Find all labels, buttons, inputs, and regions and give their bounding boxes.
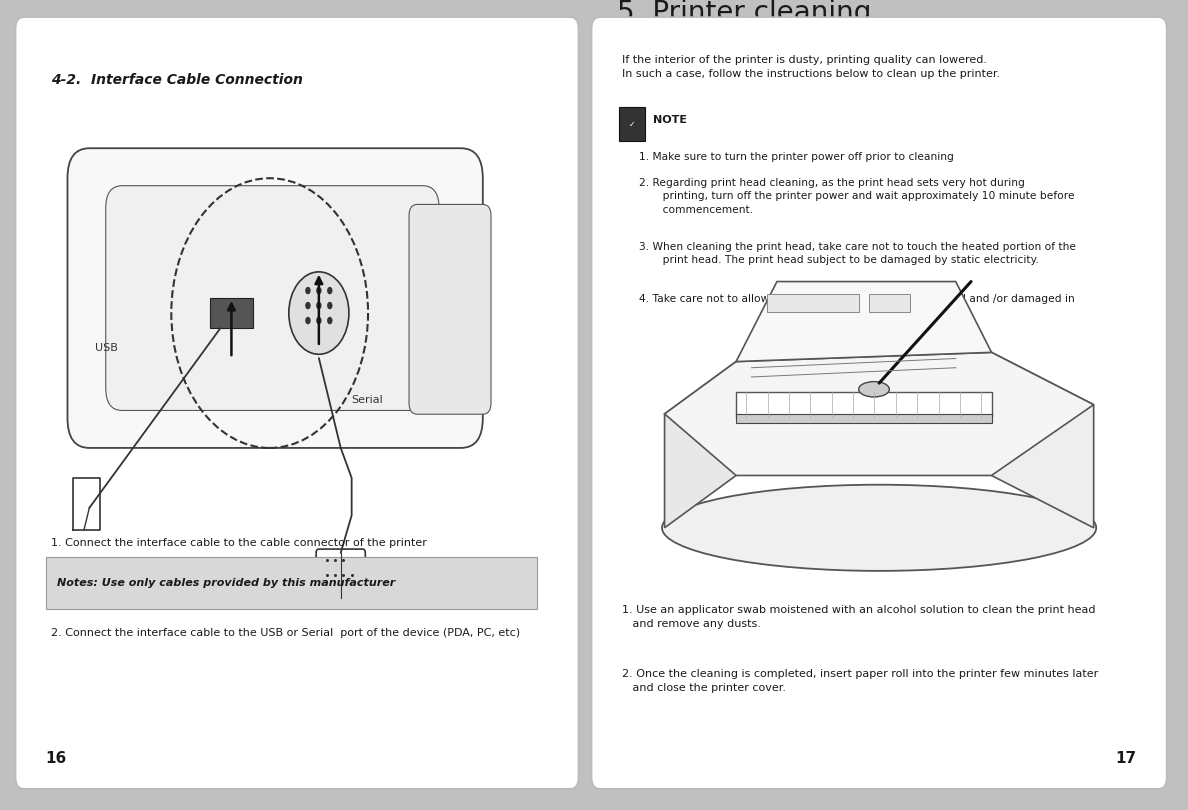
- Circle shape: [327, 317, 333, 324]
- FancyBboxPatch shape: [409, 204, 491, 414]
- Circle shape: [305, 317, 311, 324]
- Text: 2. Once the cleaning is completed, insert paper roll into the printer few minute: 2. Once the cleaning is completed, inser…: [623, 669, 1099, 693]
- Bar: [45, 556, 537, 609]
- Text: NOTE: NOTE: [653, 115, 687, 125]
- FancyBboxPatch shape: [68, 148, 482, 448]
- Circle shape: [316, 302, 322, 309]
- Text: 1. Use an applicator swab moistened with an alcohol solution to clean the print : 1. Use an applicator swab moistened with…: [623, 605, 1095, 629]
- Ellipse shape: [859, 382, 890, 397]
- Bar: [737, 392, 992, 417]
- Circle shape: [316, 317, 322, 324]
- Text: 1. Connect the interface cable to the cable connector of the printer: 1. Connect the interface cable to the ca…: [51, 538, 426, 548]
- Text: 4-2.  Interface Cable Connection: 4-2. Interface Cable Connection: [51, 73, 303, 87]
- Text: 1. Make sure to turn the printer power off prior to cleaning: 1. Make sure to turn the printer power o…: [639, 152, 954, 162]
- Text: 3. When cleaning the print head, take care not to touch the heated portion of th: 3. When cleaning the print head, take ca…: [639, 242, 1076, 265]
- Ellipse shape: [662, 484, 1097, 571]
- Polygon shape: [664, 361, 737, 528]
- Text: 5. Printer cleaning: 5. Printer cleaning: [617, 0, 871, 28]
- Circle shape: [316, 287, 322, 294]
- Text: 16: 16: [45, 752, 67, 766]
- Polygon shape: [664, 352, 1094, 475]
- Text: 2. Regarding print head cleaning, as the print head sets very hot during
       : 2. Regarding print head cleaning, as the…: [639, 178, 1075, 215]
- Circle shape: [327, 302, 333, 309]
- Circle shape: [289, 272, 349, 354]
- Text: USB: USB: [95, 343, 118, 352]
- Text: If the interior of the printer is dusty, printing quality can lowered.
In such a: If the interior of the printer is dusty,…: [623, 54, 1000, 79]
- Circle shape: [305, 287, 311, 294]
- Polygon shape: [737, 282, 992, 361]
- FancyBboxPatch shape: [592, 17, 1167, 789]
- Text: 4. Take care not to allow the print head to become scratched and /or damaged in: 4. Take care not to allow the print head…: [639, 294, 1075, 305]
- Text: 17: 17: [1114, 752, 1136, 766]
- Bar: [737, 414, 992, 423]
- Bar: [766, 294, 859, 313]
- Circle shape: [305, 302, 311, 309]
- Bar: [209, 298, 253, 328]
- Bar: [619, 107, 645, 141]
- FancyBboxPatch shape: [15, 17, 579, 789]
- Circle shape: [327, 287, 333, 294]
- Text: Notes: Use only cables provided by this manufacturer: Notes: Use only cables provided by this …: [57, 578, 394, 588]
- Polygon shape: [992, 352, 1094, 528]
- Text: 2. Connect the interface cable to the USB or Serial  port of the device (PDA, PC: 2. Connect the interface cable to the US…: [51, 628, 520, 637]
- Text: ✓: ✓: [628, 120, 636, 129]
- Bar: [868, 294, 910, 313]
- Text: Serial: Serial: [352, 395, 384, 405]
- FancyBboxPatch shape: [106, 185, 440, 411]
